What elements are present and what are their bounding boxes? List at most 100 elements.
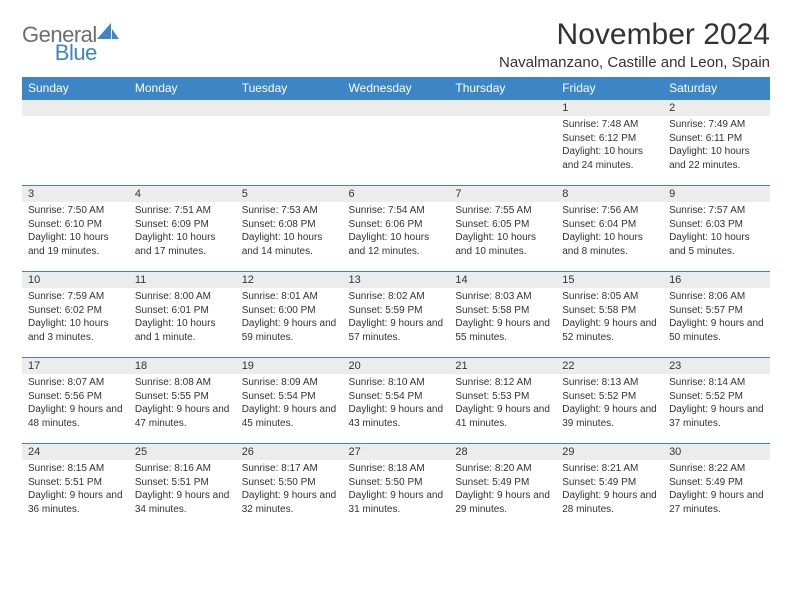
day-info: Sunrise: 7:48 AM Sunset: 6:12 PM Dayligh… (556, 116, 663, 176)
day-info: Sunrise: 8:03 AM Sunset: 5:58 PM Dayligh… (449, 288, 556, 348)
day-number: 10 (22, 272, 129, 288)
day-number: 29 (556, 444, 663, 460)
weekday-header: Monday (129, 77, 236, 100)
day-number: 5 (236, 186, 343, 202)
day-number: 8 (556, 186, 663, 202)
calendar-cell: 28Sunrise: 8:20 AM Sunset: 5:49 PM Dayli… (449, 444, 556, 530)
calendar-cell: 15Sunrise: 8:05 AM Sunset: 5:58 PM Dayli… (556, 272, 663, 358)
calendar-cell: 4Sunrise: 7:51 AM Sunset: 6:09 PM Daylig… (129, 186, 236, 272)
calendar-cell: 3Sunrise: 7:50 AM Sunset: 6:10 PM Daylig… (22, 186, 129, 272)
day-info: Sunrise: 8:00 AM Sunset: 6:01 PM Dayligh… (129, 288, 236, 348)
day-number: 30 (663, 444, 770, 460)
day-info: Sunrise: 8:21 AM Sunset: 5:49 PM Dayligh… (556, 460, 663, 520)
day-info: Sunrise: 8:15 AM Sunset: 5:51 PM Dayligh… (22, 460, 129, 520)
day-info: Sunrise: 8:01 AM Sunset: 6:00 PM Dayligh… (236, 288, 343, 348)
weekday-header: Wednesday (343, 77, 450, 100)
day-number: 20 (343, 358, 450, 374)
calendar-cell: 1Sunrise: 7:48 AM Sunset: 6:12 PM Daylig… (556, 100, 663, 186)
calendar-cell: 12Sunrise: 8:01 AM Sunset: 6:00 PM Dayli… (236, 272, 343, 358)
day-info (343, 116, 450, 122)
day-number: 25 (129, 444, 236, 460)
day-info: Sunrise: 8:05 AM Sunset: 5:58 PM Dayligh… (556, 288, 663, 348)
day-number: 28 (449, 444, 556, 460)
weekday-header: Tuesday (236, 77, 343, 100)
logo-sail-icon (97, 23, 119, 43)
month-title: November 2024 (499, 18, 770, 52)
day-info: Sunrise: 8:02 AM Sunset: 5:59 PM Dayligh… (343, 288, 450, 348)
calendar-cell (129, 100, 236, 186)
calendar-cell: 26Sunrise: 8:17 AM Sunset: 5:50 PM Dayli… (236, 444, 343, 530)
day-number: 6 (343, 186, 450, 202)
calendar-cell: 7Sunrise: 7:55 AM Sunset: 6:05 PM Daylig… (449, 186, 556, 272)
day-number: 15 (556, 272, 663, 288)
calendar-cell (22, 100, 129, 186)
calendar-cell: 24Sunrise: 8:15 AM Sunset: 5:51 PM Dayli… (22, 444, 129, 530)
day-number: 19 (236, 358, 343, 374)
day-number: 12 (236, 272, 343, 288)
day-info: Sunrise: 7:55 AM Sunset: 6:05 PM Dayligh… (449, 202, 556, 262)
day-info: Sunrise: 8:08 AM Sunset: 5:55 PM Dayligh… (129, 374, 236, 434)
day-number: 11 (129, 272, 236, 288)
logo: General Blue (22, 18, 161, 48)
weekday-header: Saturday (663, 77, 770, 100)
day-info: Sunrise: 7:54 AM Sunset: 6:06 PM Dayligh… (343, 202, 450, 262)
day-number: 23 (663, 358, 770, 374)
calendar-row: 24Sunrise: 8:15 AM Sunset: 5:51 PM Dayli… (22, 444, 770, 530)
day-info: Sunrise: 8:09 AM Sunset: 5:54 PM Dayligh… (236, 374, 343, 434)
calendar-cell: 23Sunrise: 8:14 AM Sunset: 5:52 PM Dayli… (663, 358, 770, 444)
day-info: Sunrise: 8:22 AM Sunset: 5:49 PM Dayligh… (663, 460, 770, 520)
calendar-cell: 5Sunrise: 7:53 AM Sunset: 6:08 PM Daylig… (236, 186, 343, 272)
calendar-row: 3Sunrise: 7:50 AM Sunset: 6:10 PM Daylig… (22, 186, 770, 272)
day-number: 4 (129, 186, 236, 202)
day-info (449, 116, 556, 122)
day-info: Sunrise: 7:53 AM Sunset: 6:08 PM Dayligh… (236, 202, 343, 262)
day-info (236, 116, 343, 122)
calendar-cell: 20Sunrise: 8:10 AM Sunset: 5:54 PM Dayli… (343, 358, 450, 444)
weekday-header: Thursday (449, 77, 556, 100)
calendar-cell: 25Sunrise: 8:16 AM Sunset: 5:51 PM Dayli… (129, 444, 236, 530)
calendar-row: 17Sunrise: 8:07 AM Sunset: 5:56 PM Dayli… (22, 358, 770, 444)
day-number: 22 (556, 358, 663, 374)
day-number (449, 100, 556, 116)
calendar-cell: 10Sunrise: 7:59 AM Sunset: 6:02 PM Dayli… (22, 272, 129, 358)
day-number: 2 (663, 100, 770, 116)
calendar-cell: 9Sunrise: 7:57 AM Sunset: 6:03 PM Daylig… (663, 186, 770, 272)
day-info: Sunrise: 8:12 AM Sunset: 5:53 PM Dayligh… (449, 374, 556, 434)
calendar-cell: 19Sunrise: 8:09 AM Sunset: 5:54 PM Dayli… (236, 358, 343, 444)
calendar-cell: 14Sunrise: 8:03 AM Sunset: 5:58 PM Dayli… (449, 272, 556, 358)
calendar-cell: 13Sunrise: 8:02 AM Sunset: 5:59 PM Dayli… (343, 272, 450, 358)
day-info (22, 116, 129, 122)
day-info: Sunrise: 8:14 AM Sunset: 5:52 PM Dayligh… (663, 374, 770, 434)
day-info: Sunrise: 7:49 AM Sunset: 6:11 PM Dayligh… (663, 116, 770, 176)
calendar-cell: 27Sunrise: 8:18 AM Sunset: 5:50 PM Dayli… (343, 444, 450, 530)
day-number (343, 100, 450, 116)
calendar-cell (449, 100, 556, 186)
location: Navalmanzano, Castille and Leon, Spain (499, 54, 770, 71)
calendar-cell: 22Sunrise: 8:13 AM Sunset: 5:52 PM Dayli… (556, 358, 663, 444)
day-number (236, 100, 343, 116)
day-number: 17 (22, 358, 129, 374)
day-info: Sunrise: 7:56 AM Sunset: 6:04 PM Dayligh… (556, 202, 663, 262)
day-info: Sunrise: 8:20 AM Sunset: 5:49 PM Dayligh… (449, 460, 556, 520)
day-info (129, 116, 236, 122)
day-info: Sunrise: 8:06 AM Sunset: 5:57 PM Dayligh… (663, 288, 770, 348)
day-number: 1 (556, 100, 663, 116)
day-number: 26 (236, 444, 343, 460)
calendar-cell: 29Sunrise: 8:21 AM Sunset: 5:49 PM Dayli… (556, 444, 663, 530)
day-info: Sunrise: 8:17 AM Sunset: 5:50 PM Dayligh… (236, 460, 343, 520)
day-number: 9 (663, 186, 770, 202)
calendar-table: Sunday Monday Tuesday Wednesday Thursday… (22, 77, 770, 530)
weekday-header: Sunday (22, 77, 129, 100)
day-info: Sunrise: 7:59 AM Sunset: 6:02 PM Dayligh… (22, 288, 129, 348)
calendar-cell (343, 100, 450, 186)
day-number: 7 (449, 186, 556, 202)
day-info: Sunrise: 8:16 AM Sunset: 5:51 PM Dayligh… (129, 460, 236, 520)
calendar-cell: 18Sunrise: 8:08 AM Sunset: 5:55 PM Dayli… (129, 358, 236, 444)
calendar-cell: 6Sunrise: 7:54 AM Sunset: 6:06 PM Daylig… (343, 186, 450, 272)
calendar-cell: 16Sunrise: 8:06 AM Sunset: 5:57 PM Dayli… (663, 272, 770, 358)
day-info: Sunrise: 8:13 AM Sunset: 5:52 PM Dayligh… (556, 374, 663, 434)
day-info: Sunrise: 8:10 AM Sunset: 5:54 PM Dayligh… (343, 374, 450, 434)
logo-text-2: Blue (55, 40, 97, 66)
weekday-header: Friday (556, 77, 663, 100)
day-number: 18 (129, 358, 236, 374)
